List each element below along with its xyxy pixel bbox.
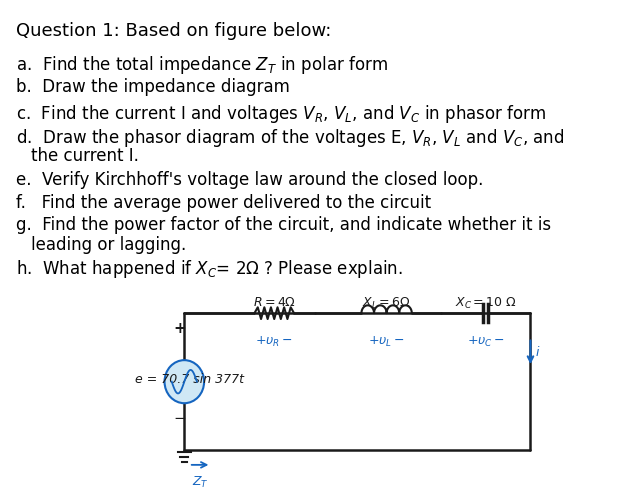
Text: Question 1: Based on figure below:: Question 1: Based on figure below: (16, 22, 331, 40)
Text: h.  What happened if $X_C$= 2$\Omega$ ? Please explain.: h. What happened if $X_C$= 2$\Omega$ ? P… (16, 258, 403, 280)
Text: $X_C = 10\ \Omega$: $X_C = 10\ \Omega$ (455, 296, 517, 311)
Text: $+ \upsilon_R -$: $+ \upsilon_R -$ (256, 335, 293, 349)
Text: $+ \upsilon_L -$: $+ \upsilon_L -$ (369, 335, 405, 349)
Text: d.  Draw the phasor diagram of the voltages E, $V_R$, $V_L$ and $V_C$, and: d. Draw the phasor diagram of the voltag… (16, 127, 564, 149)
Text: leading or lagging.: leading or lagging. (31, 236, 187, 254)
Text: c.  Find the current I and voltages $V_R$, $V_L$, and $V_C$ in phasor form: c. Find the current I and voltages $V_R$… (16, 103, 547, 125)
Text: $R = 4\Omega$: $R = 4\Omega$ (253, 296, 296, 308)
Text: i: i (536, 346, 539, 359)
Text: $+ \upsilon_C -$: $+ \upsilon_C -$ (467, 335, 505, 349)
Text: f.   Find the average power delivered to the circuit: f. Find the average power delivered to t… (16, 194, 431, 212)
Text: $Z_T$: $Z_T$ (191, 475, 208, 490)
Text: the current I.: the current I. (31, 147, 139, 165)
Text: e = 70.7 sin 377t: e = 70.7 sin 377t (135, 373, 244, 386)
Text: b.  Draw the impedance diagram: b. Draw the impedance diagram (16, 78, 290, 96)
Text: +: + (173, 321, 186, 336)
Circle shape (164, 360, 204, 403)
Text: $X_L = 6\Omega$: $X_L = 6\Omega$ (362, 296, 411, 311)
Text: e.  Verify Kirchhoff's voltage law around the closed loop.: e. Verify Kirchhoff's voltage law around… (16, 171, 483, 189)
Text: −: − (173, 411, 186, 426)
Text: g.  Find the power factor of the circuit, and indicate whether it is: g. Find the power factor of the circuit,… (16, 216, 551, 234)
Text: a.  Find the total impedance $Z_T$ in polar form: a. Find the total impedance $Z_T$ in pol… (16, 54, 388, 76)
